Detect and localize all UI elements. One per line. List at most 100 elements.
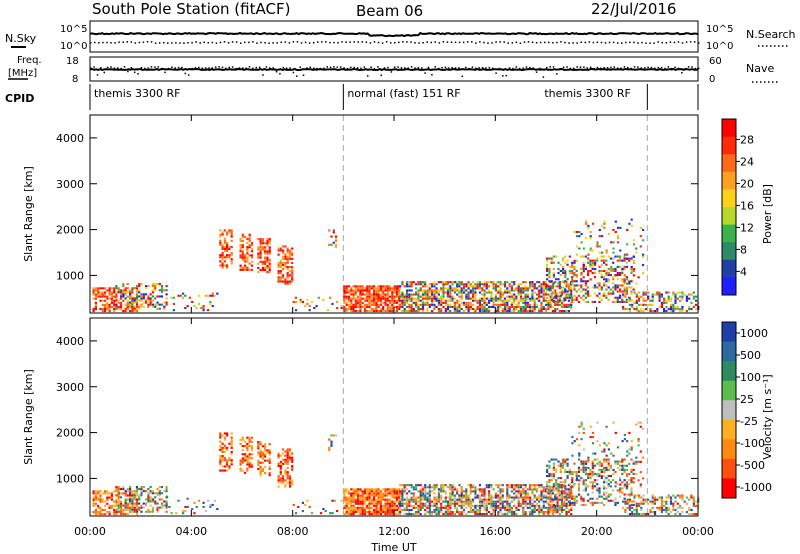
range-cell: [354, 291, 357, 294]
range-cell: [663, 310, 666, 313]
range-cell: [564, 462, 567, 465]
range-cell: [99, 293, 102, 296]
nave-point: [424, 72, 426, 74]
range-cell: [649, 303, 652, 306]
range-cell: [542, 308, 545, 311]
range-cell: [92, 502, 95, 505]
range-cell: [347, 511, 351, 514]
nave-point: [255, 66, 258, 69]
nave-point: [546, 66, 548, 69]
range-cell: [444, 299, 447, 302]
nave-point: [360, 67, 362, 70]
range-cell: [451, 488, 454, 491]
range-cell: [605, 251, 608, 254]
range-cell: [453, 301, 456, 304]
range-cell: [607, 272, 610, 275]
range-cell: [616, 489, 619, 492]
range-cell: [630, 479, 633, 482]
range-cell: [103, 492, 107, 495]
range-cell: [560, 301, 564, 304]
range-cell: [591, 475, 594, 478]
range-cell: [451, 490, 454, 493]
range-cell: [108, 308, 111, 311]
nsearch-point: [308, 42, 311, 44]
range-cell: [113, 504, 116, 507]
range-cell: [546, 483, 549, 486]
range-cell: [603, 282, 606, 285]
range-cell: [266, 244, 269, 247]
range-cell: [264, 455, 267, 458]
range-cell: [101, 492, 104, 495]
range-cell: [492, 513, 495, 516]
nsearch-point: [458, 41, 461, 44]
range-cell: [549, 500, 552, 503]
range-cell: [259, 248, 262, 251]
nave-point: [518, 67, 521, 70]
range-cell: [575, 472, 578, 475]
range-cell: [379, 287, 382, 290]
range-cell: [230, 440, 233, 443]
range-cell: [354, 293, 357, 296]
range-cell: [600, 470, 603, 473]
range-cell: [609, 464, 612, 467]
range-cell: [266, 451, 269, 454]
range-cell: [517, 305, 520, 308]
range-cell: [126, 291, 129, 294]
range-cell: [573, 495, 576, 498]
range-cell: [382, 308, 385, 311]
colorbar-tick-label: 25: [740, 393, 754, 406]
range-cell: [621, 472, 624, 475]
range-cell: [336, 307, 339, 310]
range-cell: [538, 486, 541, 489]
range-cell: [382, 492, 385, 495]
range-cell: [547, 287, 550, 290]
range-cell: [658, 506, 661, 509]
range-cell: [619, 296, 622, 299]
range-cell: [108, 291, 111, 294]
range-cell: [122, 295, 125, 298]
nave-point: [90, 67, 92, 69]
range-cell: [562, 265, 565, 268]
range-cell: [99, 299, 102, 302]
range-cell: [637, 421, 640, 424]
range-cell: [122, 310, 125, 313]
range-cell: [419, 299, 422, 302]
range-cell: [584, 489, 587, 492]
range-cell: [386, 511, 389, 514]
nave-point: [181, 66, 183, 69]
range-cell: [244, 455, 247, 458]
range-cell: [580, 286, 583, 289]
range-cell: [607, 493, 610, 496]
range-cell: [405, 513, 409, 516]
range-cell: [354, 506, 357, 509]
range-cell: [458, 295, 461, 298]
range-cell: [391, 494, 394, 497]
range-cell: [524, 502, 527, 505]
range-cell: [633, 508, 636, 511]
range-cell: [415, 511, 418, 514]
range-cell: [377, 285, 380, 288]
range-cell: [399, 299, 402, 302]
range-cell: [589, 501, 592, 504]
nave-point: [137, 72, 139, 75]
range-cell: [388, 490, 392, 493]
range-cell: [462, 289, 466, 292]
range-cell: [542, 494, 545, 497]
range-cell: [598, 468, 601, 471]
range-cell: [207, 294, 210, 297]
range-cell: [375, 303, 378, 306]
range-cell: [623, 274, 626, 277]
range-cell: [193, 305, 196, 308]
range-cell: [284, 264, 287, 267]
range-cell: [513, 281, 516, 284]
range-cell: [286, 282, 289, 285]
range-cell: [395, 488, 398, 491]
nsearch-point: [402, 41, 404, 43]
range-cell: [361, 285, 364, 288]
range-cell: [350, 513, 353, 516]
range-cell: [357, 299, 360, 302]
range-cell: [515, 490, 518, 493]
range-cell: [286, 452, 289, 455]
range-cell: [373, 289, 376, 292]
nave-point: [390, 71, 393, 73]
